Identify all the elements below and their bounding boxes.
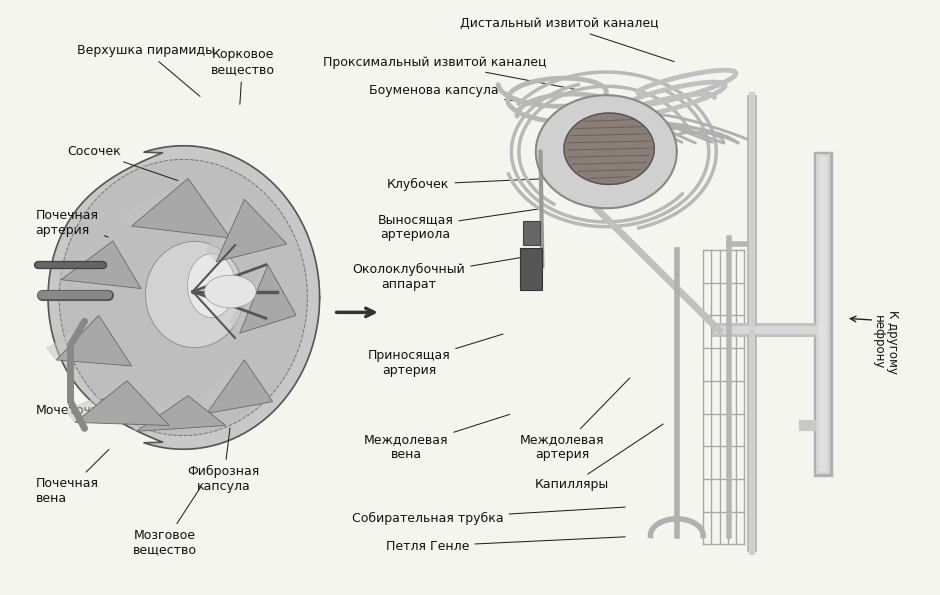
Text: Почечная
артерия: Почечная артерия (36, 209, 108, 237)
Polygon shape (136, 396, 226, 431)
Text: Почечная
вена: Почечная вена (36, 449, 109, 505)
Polygon shape (122, 178, 188, 226)
Polygon shape (47, 315, 99, 360)
Text: Корковое
вещество: Корковое вещество (211, 48, 274, 104)
Polygon shape (48, 146, 320, 449)
Text: Верхушка пирамиды: Верхушка пирамиды (77, 44, 214, 96)
Text: Капилляры: Капилляры (535, 424, 664, 491)
Text: К другому
нефрону: К другому нефрону (871, 310, 900, 374)
Text: Фиброзная
капсула: Фиброзная капсула (188, 428, 259, 493)
Polygon shape (52, 241, 113, 280)
Text: Боуменова капсула: Боуменова капсула (369, 84, 571, 108)
FancyBboxPatch shape (520, 248, 542, 290)
Polygon shape (207, 199, 244, 262)
Polygon shape (61, 241, 141, 289)
Text: Собирательная трубка: Собирательная трубка (352, 507, 625, 525)
Ellipse shape (188, 253, 235, 318)
Polygon shape (56, 315, 132, 366)
Polygon shape (197, 360, 244, 414)
Text: Проксимальный извитой каналец: Проксимальный извитой каналец (322, 56, 578, 90)
Text: Приносящая
артерия: Приносящая артерия (368, 334, 503, 377)
Text: Междолевая
артерия: Междолевая артерия (520, 378, 630, 462)
Text: Сосочек: Сосочек (67, 145, 178, 180)
Polygon shape (207, 360, 273, 414)
Polygon shape (127, 396, 188, 431)
Text: Междолевая
вена: Междолевая вена (364, 414, 509, 462)
Polygon shape (75, 381, 169, 425)
Polygon shape (66, 381, 127, 422)
Ellipse shape (146, 242, 243, 347)
FancyBboxPatch shape (523, 221, 540, 245)
Text: Клубочек: Клубочек (387, 178, 547, 191)
Text: Мочеточник: Мочеточник (36, 397, 116, 417)
Polygon shape (59, 159, 307, 436)
Text: Мозговое
вещество: Мозговое вещество (133, 487, 200, 557)
Polygon shape (230, 265, 268, 333)
Polygon shape (240, 265, 296, 333)
Text: Околоклубочный
аппарат: Околоклубочный аппарат (352, 255, 535, 291)
Text: Дистальный извитой каналец: Дистальный извитой каналец (460, 17, 674, 62)
Polygon shape (536, 95, 677, 208)
Polygon shape (216, 199, 287, 262)
Ellipse shape (205, 275, 256, 308)
Polygon shape (564, 113, 654, 184)
Text: Выносящая
артериола: Выносящая артериола (378, 209, 540, 242)
Polygon shape (132, 178, 230, 238)
Text: Петля Генле: Петля Генле (386, 537, 625, 553)
